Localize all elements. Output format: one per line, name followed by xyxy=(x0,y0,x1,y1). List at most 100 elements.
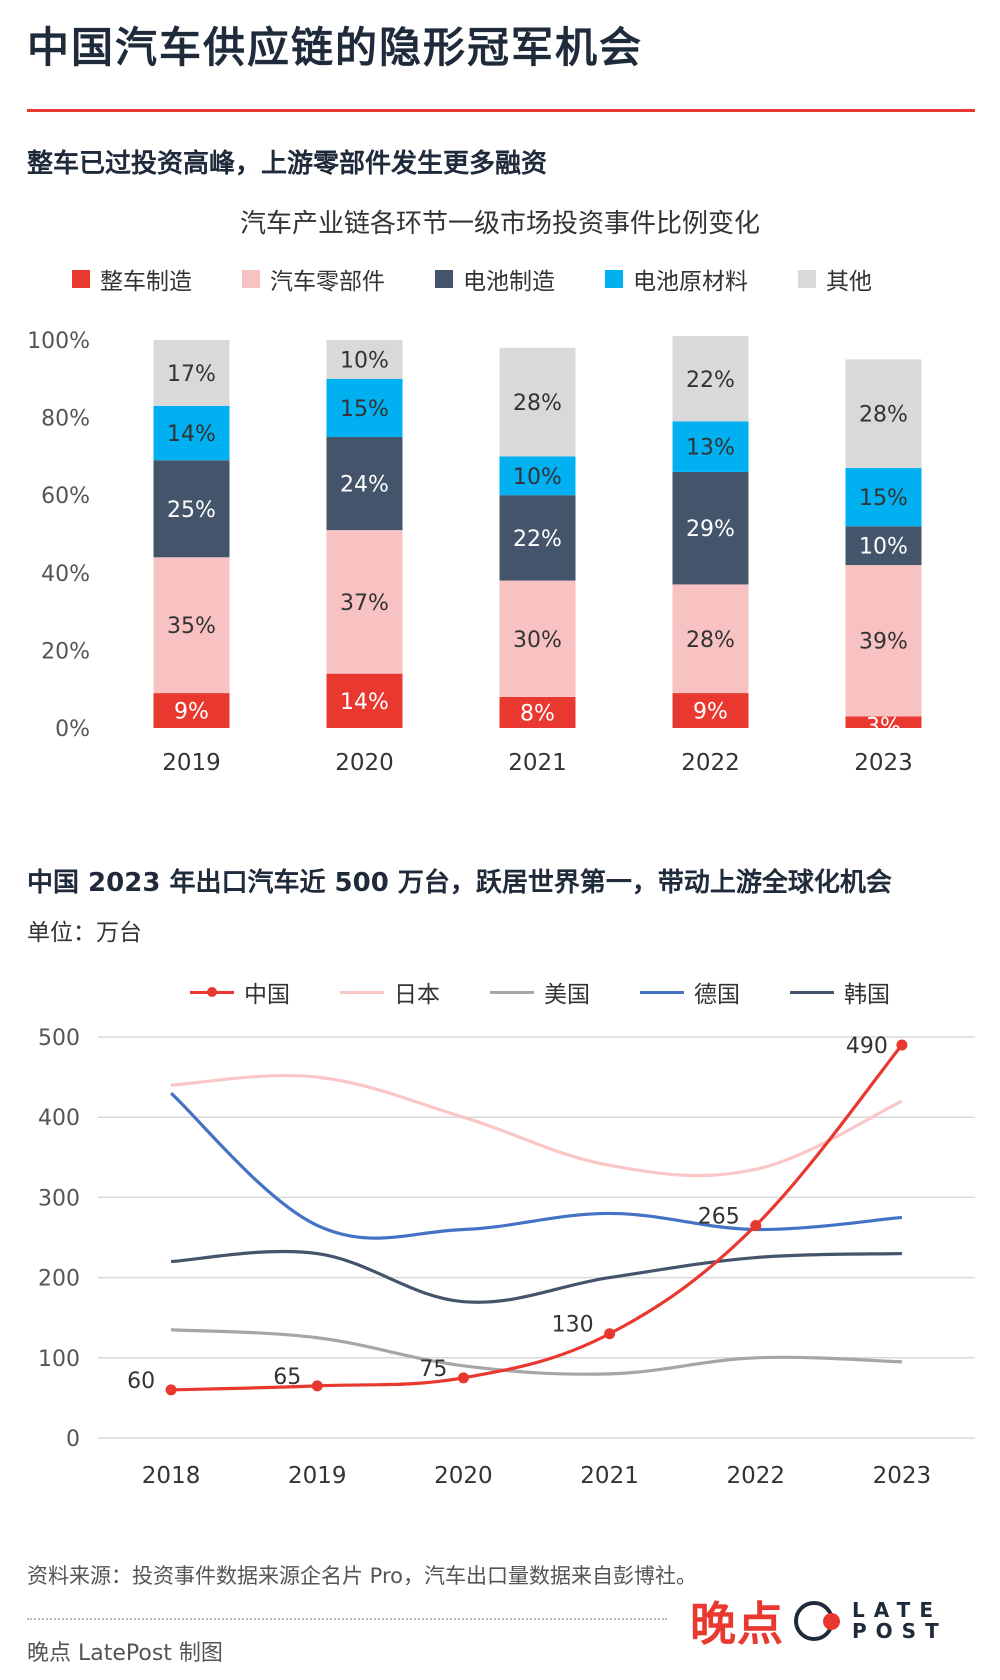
bar-segment xyxy=(499,347,576,457)
legend-swatch-1 xyxy=(242,270,260,288)
legend-label-2: 美国 xyxy=(544,982,590,1008)
bar-data-label: 10% xyxy=(513,465,562,490)
point-data-label: 65 xyxy=(273,1365,301,1390)
legend-swatch-2 xyxy=(490,990,534,994)
data-point xyxy=(165,1384,177,1396)
logo-text-en-bottom: POST xyxy=(852,1619,948,1643)
series-line xyxy=(171,1044,904,1392)
bar-data-label: 25% xyxy=(167,498,216,523)
bar-data-label: 13% xyxy=(686,436,735,461)
x-tick-label: 2023 xyxy=(873,1463,932,1489)
bar-segment xyxy=(153,405,230,461)
legend-swatch-1 xyxy=(340,990,384,994)
bar-segment xyxy=(499,495,576,581)
bar-segment xyxy=(326,673,403,728)
point-data-label: 130 xyxy=(552,1313,594,1338)
legend-item-4: 其他 xyxy=(798,262,872,296)
data-point xyxy=(311,1380,323,1392)
data-point xyxy=(604,1328,616,1340)
bar-segment xyxy=(672,693,749,728)
logo-text-en-top: LATE xyxy=(852,1598,942,1622)
credit-line: 晚点 LatePost 制图 xyxy=(27,1641,223,1666)
x-tick-label: 2022 xyxy=(726,1463,785,1489)
bar-data-label: 22% xyxy=(686,368,735,393)
legend-swatch-4 xyxy=(798,270,816,288)
x-tick-label: 2018 xyxy=(142,1463,201,1489)
y-tick-label: 200 xyxy=(38,1267,80,1292)
x-tick-label: 2023 xyxy=(854,750,913,776)
bar-segment xyxy=(153,557,230,694)
y-tick-label: 80% xyxy=(41,407,90,432)
legend-swatch-4 xyxy=(790,990,834,994)
legend-label-1: 汽车零部件 xyxy=(270,269,385,295)
bar-data-label: 39% xyxy=(859,630,908,655)
bar-data-label: 3% xyxy=(866,714,901,739)
bar-segment xyxy=(326,437,403,531)
point-data-label: 490 xyxy=(846,1034,888,1059)
chart2-legend: 中国 日本 美国 德国 韩国 xyxy=(190,975,940,1009)
legend-item-1: 日本 xyxy=(340,975,440,1009)
bar-segment xyxy=(153,693,230,728)
legend-swatch-0 xyxy=(72,270,90,288)
logo-circle-icon xyxy=(794,1601,840,1641)
series-line xyxy=(170,1249,902,1304)
bar-segment xyxy=(499,456,576,496)
bar-segment xyxy=(326,530,403,674)
page-title: 中国汽车供应链的隐形冠军机会 xyxy=(27,23,644,72)
latepost-logo: 晚点 LATE POST xyxy=(690,1588,948,1654)
series-line xyxy=(170,1091,903,1240)
bar-data-label: 29% xyxy=(686,517,735,542)
chart2-section-title: 中国 2023 年出口汽车近 500 万台，跃居世界第一，带动上游全球化机会 xyxy=(27,868,892,898)
logo-text-en: LATE POST xyxy=(852,1600,948,1642)
chart1-title: 汽车产业链各环节一级市场投资事件比例变化 xyxy=(239,209,760,239)
legend-item-1: 汽车零部件 xyxy=(242,262,385,296)
bar-data-label: 15% xyxy=(859,486,908,511)
bar-data-label: 14% xyxy=(167,422,216,447)
legend-swatch-2 xyxy=(435,270,453,288)
source-note: 资料来源：投资事件数据来源企名片 Pro，汽车出口量数据来自彭博社。 xyxy=(27,1564,697,1588)
series-line xyxy=(170,1074,903,1178)
legend-item-3: 电池原材料 xyxy=(605,262,748,296)
bar-data-label: 30% xyxy=(513,628,562,653)
bar-data-label: 15% xyxy=(340,397,389,422)
bar-data-label: 14% xyxy=(340,690,389,715)
bar-segment xyxy=(672,421,749,472)
bar-data-label: 10% xyxy=(859,535,908,560)
legend-swatch-3 xyxy=(605,270,623,288)
bar-data-label: 9% xyxy=(174,700,209,725)
bar-segment xyxy=(672,336,749,422)
legend-label-3: 德国 xyxy=(694,982,740,1008)
bar-segment xyxy=(672,471,749,585)
legend-item-2: 电池制造 xyxy=(435,262,555,296)
x-tick-label: 2019 xyxy=(162,750,221,776)
legend-label-4: 其他 xyxy=(826,269,872,295)
bar-data-label: 28% xyxy=(859,403,908,428)
legend-item-0: 整车制造 xyxy=(72,262,192,296)
bar-data-label: 28% xyxy=(686,628,735,653)
legend-item-2: 美国 xyxy=(490,975,590,1009)
legend-item-0: 中国 xyxy=(190,975,290,1009)
bar-data-label: 24% xyxy=(340,473,389,498)
data-point xyxy=(896,1039,908,1051)
footer-divider xyxy=(27,1618,667,1620)
bar-segment xyxy=(845,565,922,717)
data-point xyxy=(750,1219,762,1231)
title-divider xyxy=(27,109,975,112)
bar-data-label: 37% xyxy=(340,591,389,616)
y-tick-label: 60% xyxy=(41,484,90,509)
bar-data-label: 28% xyxy=(513,391,562,416)
point-data-label: 75 xyxy=(419,1357,447,1382)
x-tick-label: 2020 xyxy=(335,750,394,776)
legend-label-1: 日本 xyxy=(394,982,440,1008)
y-tick-label: 0% xyxy=(55,717,90,742)
legend-item-4: 韩国 xyxy=(790,975,890,1009)
chart2-unit-label: 单位：万台 xyxy=(27,920,142,946)
bar-segment xyxy=(326,340,403,379)
bar-segment xyxy=(326,378,403,437)
bar-segment xyxy=(153,460,230,558)
x-tick-label: 2022 xyxy=(681,750,740,776)
y-tick-label: 100% xyxy=(27,329,90,354)
logo-text-cn: 晚点 xyxy=(690,1597,784,1651)
legend-item-3: 德国 xyxy=(640,975,740,1009)
bar-segment xyxy=(153,340,230,406)
